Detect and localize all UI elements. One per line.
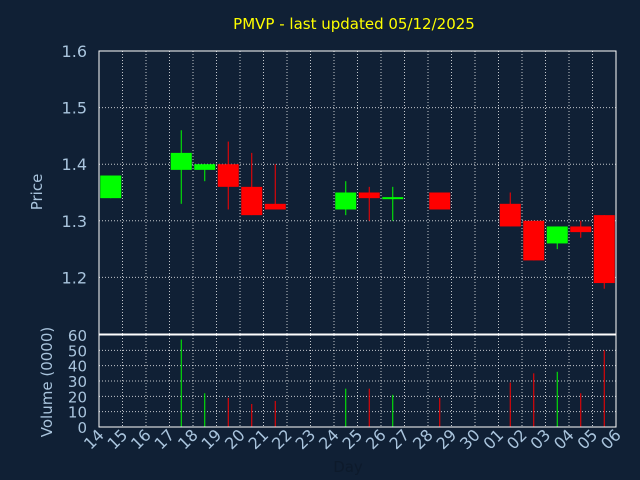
- candle-body: [335, 192, 357, 210]
- volume-tick-label: 50: [68, 342, 87, 360]
- price-tick-label: 1.5: [62, 99, 87, 118]
- candle-body: [264, 203, 286, 210]
- volume-tick-label: 10: [68, 404, 87, 422]
- volume-tick-label: 60: [68, 327, 87, 345]
- price-tick-label: 1.6: [62, 42, 87, 61]
- volume-tick-label: 40: [68, 358, 87, 376]
- volume-tick-label: 20: [68, 388, 87, 406]
- candle-body: [170, 152, 192, 170]
- price-plot-frame: [98, 50, 617, 335]
- candle-body: [429, 192, 451, 210]
- volume-plot-frame: [98, 334, 617, 428]
- candle-body: [217, 164, 239, 187]
- volume-axis-label: Volume (0000): [38, 327, 56, 437]
- candle-body: [570, 226, 592, 233]
- x-axis: 1415161718192021222324252627282930010203…: [80, 425, 625, 453]
- candle-body: [499, 203, 521, 227]
- candle-body: [194, 164, 216, 170]
- candle-body: [593, 215, 615, 284]
- candle-body: [546, 226, 568, 244]
- price-tick-label: 1.2: [62, 268, 87, 287]
- volume-tick-label: 0: [77, 419, 87, 437]
- price-panel: 1.2 1.3 1.4 1.5 1.6: [62, 42, 617, 335]
- price-axis-label: Price: [28, 174, 46, 211]
- price-tick-label: 1.4: [62, 155, 87, 174]
- candle-body: [382, 197, 404, 200]
- price-tick-label: 1.3: [62, 212, 87, 231]
- chart-title: PMVP - last updated 05/12/2025: [233, 15, 475, 33]
- candle-body: [358, 192, 380, 199]
- x-tick-label: 06: [597, 425, 625, 453]
- x-axis-label: Day: [333, 458, 363, 476]
- candle-body: [523, 220, 545, 261]
- candle-body: [241, 186, 263, 216]
- volume-tick-label: 30: [68, 373, 87, 391]
- candle-body: [100, 175, 122, 199]
